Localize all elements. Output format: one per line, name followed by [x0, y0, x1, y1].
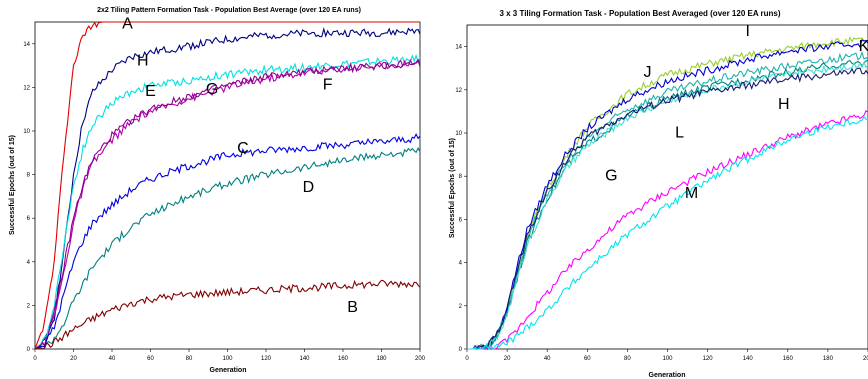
- right-x-ticks: 0 20 40 60 80 100 120 140 160 180 200: [465, 349, 868, 362]
- right-plot-frame: [466, 24, 868, 350]
- right-series-label-L: L: [675, 124, 684, 141]
- right-x-tick-label: 80: [624, 356, 631, 362]
- left-x-tick-label: 40: [109, 356, 116, 362]
- left-y-ticks: 0 2 4 6 8 10 12 14: [23, 42, 35, 353]
- right-x-tick-label: 40: [544, 356, 551, 362]
- left-x-tick-label: 60: [147, 356, 154, 362]
- left-y-tick-label: 12: [23, 85, 30, 91]
- right-series-label-M: M: [685, 185, 698, 202]
- left-x-tick-label: 140: [299, 356, 310, 362]
- chart-left: 2x2 Tiling Pattern Formation Task - Popu…: [9, 7, 426, 374]
- right-x-axis-label: Generation: [649, 372, 686, 379]
- right-series-line-unlabeled: [467, 60, 868, 350]
- right-x-tick-label: 140: [743, 356, 754, 362]
- right-x-tick-label: 160: [783, 356, 794, 362]
- left-series-label-H: H: [137, 53, 149, 70]
- left-series-line-F: [34, 58, 421, 350]
- right-y-tick-label: 8: [459, 174, 463, 180]
- left-series-label-A: A: [122, 16, 133, 33]
- right-x-tick-label: 180: [823, 356, 834, 362]
- right-y-tick-label: 12: [455, 88, 462, 94]
- left-y-tick-label: 14: [23, 42, 30, 48]
- right-y-tick-label: 0: [459, 347, 463, 353]
- right-series-label-G: G: [605, 168, 617, 185]
- right-y-tick-label: 10: [455, 131, 462, 137]
- right-x-tick-label: 0: [465, 356, 469, 362]
- left-series-group: A HE G F C D B: [34, 16, 421, 350]
- left-x-tick-label: 180: [376, 356, 387, 362]
- right-series-line-J: [467, 36, 868, 351]
- left-series-label-B: B: [347, 299, 358, 316]
- left-x-tick-label: 100: [222, 356, 233, 362]
- left-series-label-D: D: [303, 179, 315, 196]
- left-series-line-G: [34, 58, 421, 350]
- right-y-tick-label: 14: [455, 45, 462, 51]
- right-series-line-I: [467, 39, 868, 351]
- left-y-tick-label: 8: [27, 173, 31, 179]
- left-x-axis-label: Generation: [210, 367, 247, 374]
- left-y-tick-label: 2: [27, 303, 31, 309]
- left-series-line-A: [34, 21, 420, 350]
- right-x-tick-label: 60: [584, 356, 591, 362]
- right-series-label-J: J: [643, 64, 651, 81]
- left-series-label-F: F: [323, 77, 333, 94]
- right-x-tick-label: 120: [703, 356, 714, 362]
- left-series-line-B: [34, 279, 421, 350]
- right-x-tick-label: 20: [504, 356, 511, 362]
- right-series-line-K: [467, 50, 868, 350]
- right-series-group: J I K L H G M: [467, 23, 868, 351]
- left-y-tick-label: 0: [27, 347, 31, 353]
- right-y-axis-label: Successful Epochs (out of 15): [449, 138, 456, 238]
- left-x-tick-label: 80: [186, 356, 193, 362]
- right-y-tick-label: 2: [459, 304, 463, 310]
- left-series-label-C: C: [237, 140, 249, 157]
- right-y-tick-label: 6: [459, 217, 463, 223]
- right-series-line-L: [467, 59, 868, 350]
- left-series-label-E: E: [145, 83, 156, 100]
- left-y-tick-label: 10: [23, 129, 30, 135]
- right-series-line-M: [467, 115, 868, 350]
- left-y-tick-label: 6: [27, 216, 31, 222]
- right-x-tick-label: 100: [662, 356, 673, 362]
- right-series-line-H: [467, 67, 868, 351]
- left-x-tick-label: 20: [70, 356, 77, 362]
- left-series-line-H: [34, 26, 421, 350]
- left-y-tick-label: 4: [27, 260, 31, 266]
- left-series-line-D: [34, 146, 421, 350]
- left-x-tick-label: 120: [261, 356, 272, 362]
- left-series-label-G: G: [206, 81, 218, 98]
- left-x-ticks: 0 20 40 60 80 100 120 140 160 180 200: [33, 349, 426, 362]
- right-y-ticks: 0 2 4 6 8 10 12 14: [455, 45, 467, 353]
- left-y-axis-label: Successful Epochs (out of 15): [9, 135, 16, 235]
- right-y-tick-label: 4: [459, 261, 463, 267]
- left-chart-title: 2x2 Tiling Pattern Formation Task - Popu…: [97, 7, 361, 14]
- chart-right: 3 x 3 Tiling Formation Task - Population…: [449, 9, 868, 379]
- left-series-line-E: [34, 53, 421, 350]
- left-series-line-C: [34, 133, 421, 350]
- left-x-tick-label: 0: [33, 356, 37, 362]
- left-x-tick-label: 160: [338, 356, 349, 362]
- right-series-line-G: [467, 109, 868, 350]
- left-x-tick-label: 200: [415, 356, 426, 362]
- right-series-label-I: I: [745, 23, 749, 40]
- right-series-label-K: K: [859, 38, 868, 55]
- right-chart-title: 3 x 3 Tiling Formation Task - Population…: [499, 9, 780, 18]
- right-series-label-H: H: [778, 96, 790, 113]
- right-x-tick-label: 200: [863, 356, 868, 362]
